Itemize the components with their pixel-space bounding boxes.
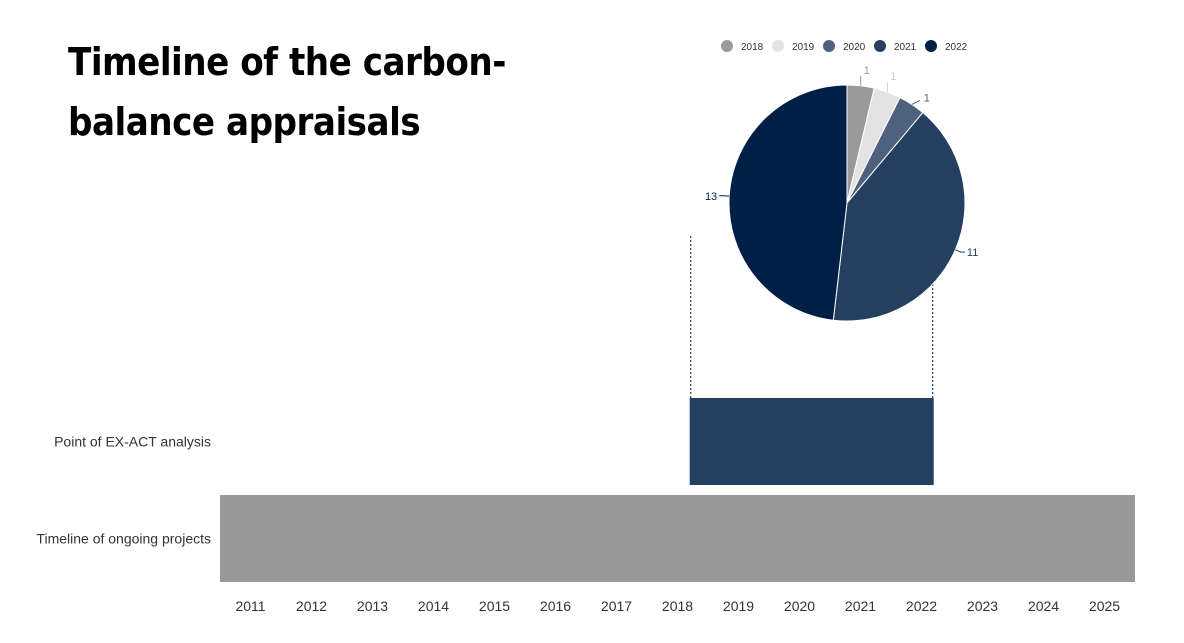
pie-data-label: 13 [705, 191, 717, 203]
x-tick-label: 2016 [540, 598, 571, 614]
x-tick-label: 2013 [357, 598, 388, 614]
x-tick-label: 2018 [662, 598, 693, 614]
pie-leader-line [955, 249, 965, 253]
pie-chart [728, 84, 966, 322]
x-tick-label: 2011 [235, 598, 265, 614]
x-tick-label: 2017 [601, 598, 632, 614]
pie-leader-line [911, 99, 921, 105]
x-tick-label: 2024 [1028, 598, 1059, 614]
pie-data-label: 1 [864, 65, 870, 77]
x-tick-label: 2025 [1089, 598, 1120, 614]
timeline-bars [220, 398, 1135, 582]
row-labels: Point of EX-ACT analysis Timeline of ongo… [36, 434, 211, 547]
timeline-bar [220, 495, 1135, 582]
pie-data-label: 11 [967, 247, 978, 259]
row-label: Point of EX-ACT analysis [54, 434, 211, 450]
pie-data-label: 1 [924, 92, 930, 104]
legend-label: 2021 [894, 42, 917, 53]
row-label: Timeline of ongoing projects [36, 531, 211, 547]
x-tick-label: 2020 [784, 598, 815, 614]
legend-marker [823, 40, 835, 52]
chart-title: Timeline of the carbon-balance appraisal… [68, 40, 506, 144]
x-tick-label: 2023 [967, 598, 998, 614]
x-tick-label: 2021 [845, 598, 876, 614]
pie-slice [728, 84, 848, 321]
x-tick-label: 2015 [479, 598, 510, 614]
x-tick-label: 2014 [418, 598, 449, 614]
pie-data-label: 1 [890, 71, 896, 83]
x-axis-ticks: 2011 2012 2013 2014 2015 2016 2017 2018 2019 2020… [235, 598, 1120, 614]
x-tick-label: 2022 [906, 598, 937, 614]
legend-marker [925, 40, 937, 52]
legend-marker [772, 40, 784, 52]
legend-label: 2022 [945, 42, 968, 53]
pie-legend: 2018 2019 2020 2021 2022 [721, 40, 968, 53]
timeline-bar [689, 398, 934, 485]
legend-label: 2018 [741, 42, 764, 53]
legend-marker [721, 40, 733, 52]
x-tick-label: 2019 [723, 598, 754, 614]
x-tick-label: 2012 [296, 598, 327, 614]
legend-label: 2019 [792, 42, 815, 53]
legend-marker [874, 40, 886, 52]
legend-label: 2020 [843, 42, 866, 53]
